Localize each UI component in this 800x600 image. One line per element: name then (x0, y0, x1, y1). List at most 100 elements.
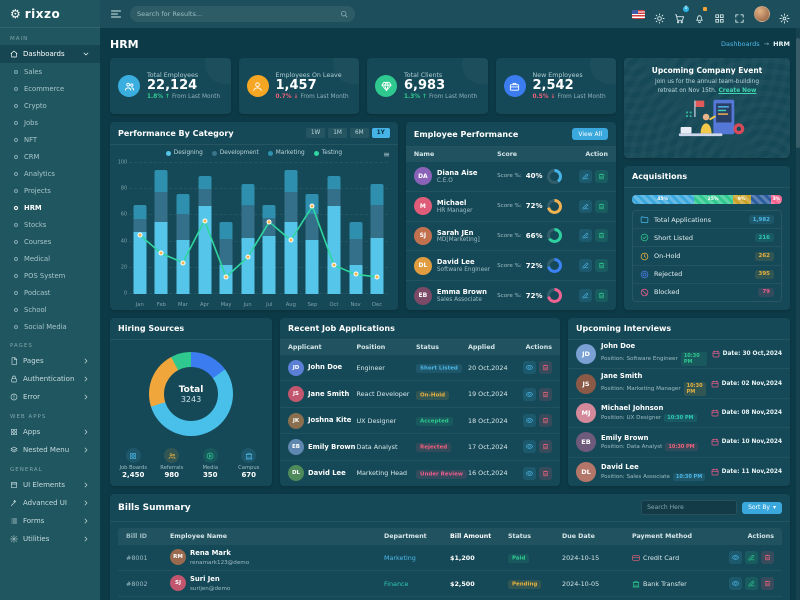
notifications-bell-icon[interactable] (694, 6, 707, 20)
sidebar-item-hrm[interactable]: HRM (0, 199, 100, 216)
tab-1y[interactable]: 1Y (371, 128, 390, 138)
tab-1m[interactable]: 1M (328, 128, 347, 138)
edit-button[interactable] (579, 259, 592, 273)
calendar-icon (711, 409, 719, 417)
view-button[interactable] (523, 361, 536, 375)
position: React Developer (356, 390, 410, 399)
chart-bar-segment-development (154, 191, 168, 222)
column-bill-amount: Bill Amount (450, 533, 492, 540)
create-now-link[interactable]: Create Now (718, 87, 757, 94)
tab-6m[interactable]: 6M (349, 128, 369, 138)
delete-button[interactable] (761, 551, 774, 564)
view-button[interactable] (523, 466, 536, 480)
chart-bar (133, 204, 147, 294)
delete-button[interactable] (539, 466, 552, 480)
x-axis-tick-label: Apr (200, 302, 209, 308)
apps-grid-icon[interactable] (714, 9, 725, 20)
search-input[interactable] (137, 10, 335, 18)
bullet-icon (14, 86, 18, 91)
fullscreen-icon[interactable] (734, 9, 745, 20)
sidebar-item-label: Sales (24, 67, 43, 76)
column-employee-name: Employee Name (170, 533, 228, 540)
chart-bar (284, 169, 298, 294)
arrow-up-icon: ↑ (165, 93, 170, 100)
sidebar-item-social-media[interactable]: Social Media (0, 318, 100, 335)
view-button[interactable] (523, 387, 536, 401)
sidebar-item-forms[interactable]: Forms (0, 512, 100, 530)
brand-name: rixzo (24, 6, 61, 21)
sidebar-item-crm[interactable]: CRM (0, 148, 100, 165)
sidebar-item-apps[interactable]: Apps (0, 423, 100, 441)
edit-button[interactable] (579, 229, 592, 243)
sidebar-item-sales[interactable]: Sales (0, 63, 100, 80)
sidebar-item-authentication[interactable]: Authentication (0, 370, 100, 388)
delete-button[interactable] (595, 259, 608, 273)
delete-button[interactable] (539, 387, 552, 401)
sidebar-item-ui-elements[interactable]: UI Elements (0, 476, 100, 494)
sidebar-item-jobs[interactable]: Jobs (0, 114, 100, 131)
edit-button[interactable] (579, 199, 592, 213)
sidebar-item-courses[interactable]: Courses (0, 233, 100, 250)
sort-by-button[interactable]: Sort By ▾ (742, 501, 782, 514)
users-icon (164, 448, 180, 463)
sidebar-item-podcast[interactable]: Podcast (0, 284, 100, 301)
edit-button[interactable] (745, 577, 758, 590)
sidebar-item-error[interactable]: Error (0, 388, 100, 406)
view-button[interactable] (523, 440, 536, 454)
delete-button[interactable] (539, 361, 552, 375)
scrollbar-thumb[interactable] (796, 38, 800, 148)
sidebar-item-ecommerce[interactable]: Ecommerce (0, 80, 100, 97)
brand-logo[interactable]: ⚙ rixzo (0, 0, 100, 28)
sidebar-item-crypto[interactable]: Crypto (0, 97, 100, 114)
sidebar-item-advanced-ui[interactable]: Advanced UI (0, 494, 100, 512)
sidebar-item-pages[interactable]: Pages (0, 352, 100, 370)
caret-down-icon: ▾ (772, 504, 776, 511)
bills-search-input[interactable] (641, 500, 738, 515)
grid-icon (125, 448, 141, 463)
sidebar-item-label: Medical (24, 254, 51, 263)
edit-button[interactable] (579, 289, 592, 303)
language-flag-icon[interactable] (632, 9, 645, 19)
stat-value: 6,983 (404, 78, 446, 94)
chart-menu-icon[interactable]: ≡ (383, 150, 390, 159)
delete-button[interactable] (761, 577, 774, 590)
theme-toggle-icon[interactable] (654, 9, 665, 20)
sidebar-item-nested-menu[interactable]: Nested Menu (0, 441, 100, 459)
delete-button[interactable] (595, 199, 608, 213)
menu-toggle-icon[interactable] (110, 8, 122, 20)
edit-button[interactable] (579, 169, 592, 183)
sidebar-item-projects[interactable]: Projects (0, 182, 100, 199)
sidebar-item-school[interactable]: School (0, 301, 100, 318)
bill-id: #8001 (126, 553, 148, 562)
column-name: Name (413, 151, 435, 158)
applied-date: 19 Oct,2024 (468, 390, 508, 399)
tab-1w[interactable]: 1W (305, 128, 326, 138)
sidebar-item-analytics[interactable]: Analytics (0, 165, 100, 182)
sidebar-item-medical[interactable]: Medical (0, 250, 100, 267)
edit-button[interactable] (745, 551, 758, 564)
settings-gear-icon[interactable] (779, 9, 790, 20)
search-bar[interactable] (130, 6, 355, 22)
status-badge: Pending (508, 580, 542, 589)
delete-button[interactable] (539, 440, 552, 454)
view-button[interactable] (729, 577, 742, 590)
view-button[interactable] (523, 414, 536, 428)
delete-button[interactable] (595, 289, 608, 303)
score-ring (546, 288, 562, 304)
sidebar-item-nft[interactable]: NFT (0, 131, 100, 148)
page-scrollbar[interactable] (796, 28, 800, 600)
score-value: 40% (525, 172, 543, 181)
interview-time-badge: 10:30 PM (672, 472, 706, 481)
sidebar-item-stocks[interactable]: Stocks (0, 216, 100, 233)
delete-button[interactable] (595, 229, 608, 243)
delete-button[interactable] (539, 414, 552, 428)
sidebar-item-utilities[interactable]: Utilities (0, 530, 100, 548)
view-all-button[interactable]: View All (572, 128, 608, 140)
breadcrumb-parent[interactable]: Dashboards (720, 40, 760, 48)
sidebar-item-dashboards[interactable]: Dashboards (0, 45, 100, 63)
sidebar-item-pos-system[interactable]: POS System (0, 267, 100, 284)
delete-button[interactable] (595, 169, 608, 183)
view-button[interactable] (729, 551, 742, 564)
user-avatar[interactable] (754, 6, 770, 22)
cart-icon[interactable]: 0 (674, 5, 689, 20)
